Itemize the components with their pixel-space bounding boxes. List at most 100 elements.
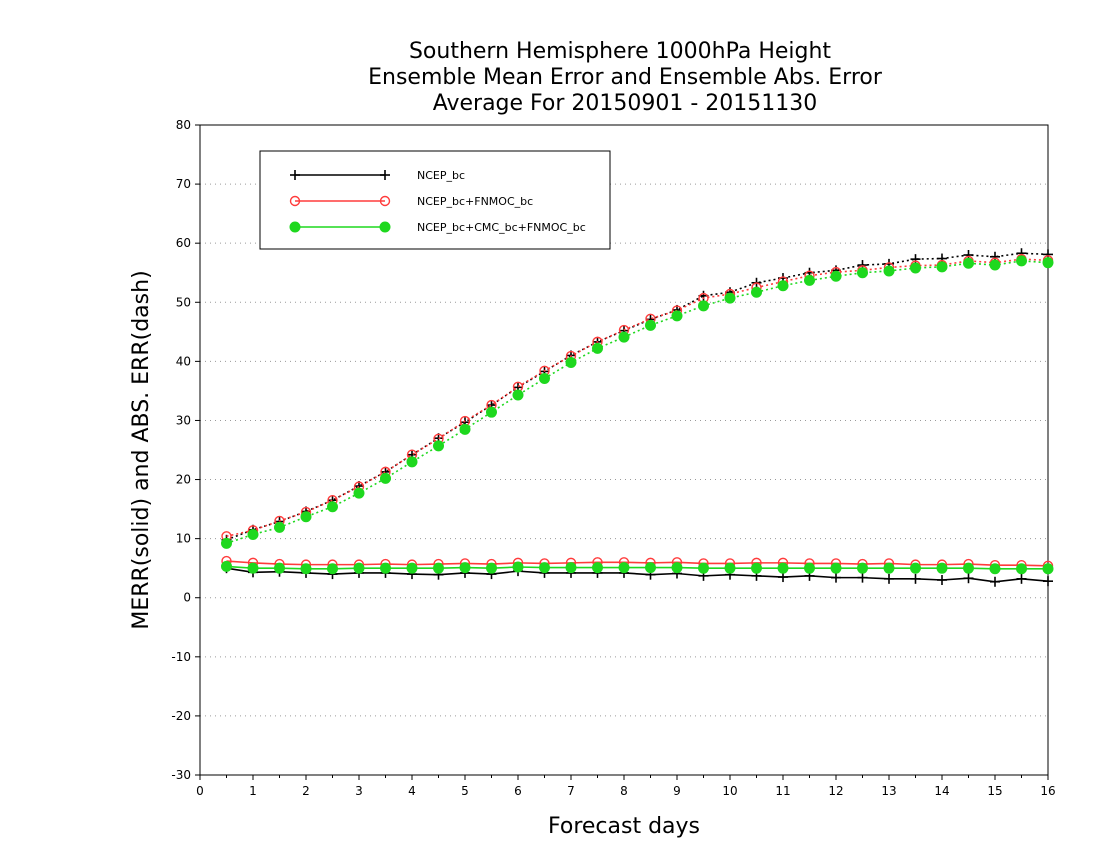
abs-err-point [963, 257, 974, 269]
merr-point [963, 573, 974, 584]
x-tick-label: 2 [302, 784, 310, 798]
abs-err-point [698, 300, 709, 312]
merr-point [539, 562, 550, 574]
merr-point [1016, 563, 1027, 575]
merr-point [645, 562, 656, 574]
merr-point [804, 562, 815, 574]
merr-point [1016, 573, 1027, 584]
abs-err-point [804, 274, 815, 286]
series-0 [221, 248, 1053, 587]
gridlines [200, 183, 1048, 717]
merr-point [936, 562, 948, 574]
merr-point [857, 572, 868, 583]
merr-point [327, 563, 338, 575]
abs-err-point [353, 487, 365, 499]
abs-err-point [327, 501, 338, 513]
x-tick-label: 0 [196, 784, 204, 798]
legend-label: NCEP_bc+CMC_bc+FNMOC_bc [417, 221, 586, 234]
merr-point [406, 562, 418, 574]
x-tick-label: 6 [514, 784, 522, 798]
merr-point [433, 562, 444, 574]
abs-err-point [671, 310, 683, 322]
abs-err-point [247, 529, 259, 540]
y-tick-label: 50 [176, 295, 191, 309]
merr-point [989, 563, 1001, 575]
legend-item-0: NCEP_bc [290, 169, 465, 182]
x-axis-label: Forecast days [548, 814, 700, 839]
abs-err-point [724, 292, 736, 304]
merr-point [751, 562, 762, 574]
y-tick-label: 80 [176, 118, 191, 132]
x-tick-label: 16 [1040, 784, 1055, 798]
merr-point [778, 572, 788, 583]
merr-point [883, 562, 895, 574]
y-axis-ticks: -30 -20 -10 0 10 20 30 40 50 60 70 80 [171, 118, 200, 782]
abs-err-point [592, 342, 603, 354]
merr-line [226, 560, 1049, 567]
series-1 [221, 253, 1054, 572]
abs-err-point [936, 261, 948, 273]
legend-item-1: NCEP_bc+FNMOC_bc [289, 195, 533, 208]
legend-marker [379, 195, 391, 207]
merr-point [990, 576, 1000, 587]
x-tick-label: 12 [828, 784, 843, 798]
merr-point [300, 563, 312, 575]
merr-point [380, 562, 391, 574]
x-tick-label: 8 [620, 784, 628, 798]
x-tick-label: 10 [722, 784, 737, 798]
abs-err-point [539, 373, 550, 384]
abs-err-point [989, 259, 1001, 271]
abs-err-line [226, 252, 1049, 541]
abs-err-point [274, 521, 285, 533]
merr-point [221, 560, 232, 572]
y-tick-label: -10 [171, 650, 191, 664]
legend-marker [289, 195, 301, 207]
merr-point [1042, 563, 1054, 575]
merr-point [910, 562, 921, 574]
abs-err-point [1042, 257, 1054, 269]
abs-err-point [645, 319, 656, 331]
merr-point [884, 573, 894, 584]
merr-point [830, 562, 842, 574]
abs-err-point [459, 423, 471, 435]
y-tick-label: 60 [176, 236, 191, 250]
legend-marker [380, 170, 390, 180]
x-tick-label: 14 [934, 784, 949, 798]
merr-point [698, 562, 709, 574]
legend-marker [289, 221, 301, 233]
merr-point [724, 562, 736, 574]
legend-marker [379, 221, 391, 233]
abs-err-point [857, 267, 868, 279]
abs-err-point [565, 357, 577, 369]
chart-title-line-1: Southern Hemisphere 1000hPa Height [409, 39, 831, 64]
legend: NCEP_bc NCEP_bc+FNMOC_bc NCEP_bc+CMC_bc+FN… [259, 150, 611, 250]
y-tick-label: 0 [183, 591, 191, 605]
merr-line [226, 567, 1049, 583]
merr-point [618, 562, 630, 574]
y-tick-label: 30 [176, 413, 191, 427]
merr-point [937, 575, 947, 585]
abs-err-point [486, 406, 497, 418]
merr-point [671, 562, 683, 574]
merr-point [274, 562, 285, 574]
x-tick-label: 5 [461, 784, 469, 798]
chart-title-line-2: Ensemble Mean Error and Ensemble Abs. Er… [368, 65, 883, 90]
abs-err-point [1016, 255, 1027, 267]
merr-point [777, 562, 789, 574]
abs-err-point [883, 265, 895, 277]
legend-item-2: NCEP_bc+CMC_bc+FNMOC_bc [289, 221, 586, 234]
abs-err-line [226, 258, 1049, 538]
abs-err-point [830, 270, 842, 282]
x-axis-ticks: 0 1 2 3 4 5 6 7 8 9 10 11 12 13 14 15 16 [196, 775, 1056, 798]
x-tick-label: 1 [249, 784, 257, 798]
y-tick-label: -20 [171, 709, 191, 723]
x-tick-label: 9 [673, 784, 681, 798]
legend-label: NCEP_bc+FNMOC_bc [417, 195, 533, 208]
series-layer [221, 248, 1054, 587]
abs-err-point [433, 440, 444, 452]
legend-label: NCEP_bc [417, 169, 465, 182]
x-tick-label: 13 [881, 784, 896, 798]
y-axis-label: MERR(solid) and ABS. ERR(dash) [129, 270, 154, 629]
abs-err-point [221, 537, 232, 549]
